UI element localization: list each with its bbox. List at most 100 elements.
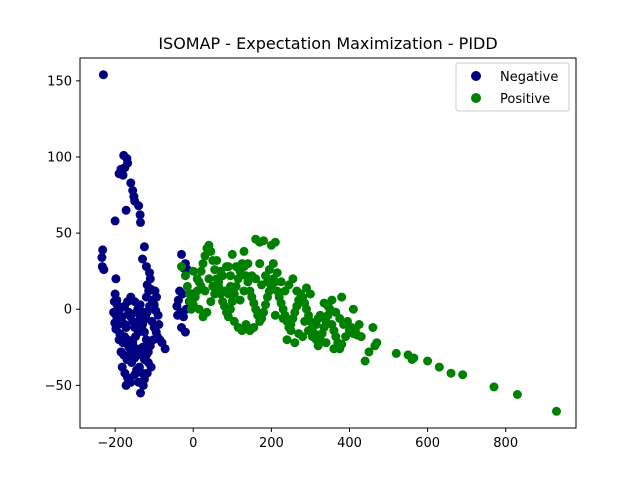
data-point-negative	[160, 344, 170, 354]
legend: Negative Positive	[455, 62, 570, 112]
legend-marker-negative	[471, 71, 481, 81]
data-point-negative	[136, 217, 145, 227]
data-point-positive	[239, 286, 249, 296]
data-point-positive	[208, 281, 218, 291]
y-tick-label: 100	[47, 150, 72, 165]
y-tick-label: 50	[55, 227, 72, 242]
data-point-positive	[255, 237, 265, 247]
data-point-positive	[268, 259, 278, 269]
data-point-positive	[278, 313, 288, 323]
y-tick-label: 150	[47, 74, 72, 89]
data-point-positive	[255, 259, 265, 269]
data-point-positive	[188, 266, 198, 276]
data-point-negative	[136, 388, 145, 398]
data-point-positive	[313, 313, 323, 323]
data-point-positive	[192, 274, 202, 284]
data-point-positive	[196, 266, 206, 276]
y-tick-label: −50	[45, 379, 72, 394]
data-point-positive	[249, 323, 259, 332]
data-point-positive	[177, 262, 186, 272]
data-point-positive	[180, 271, 190, 281]
data-point-positive	[233, 274, 243, 284]
data-point-negative	[123, 158, 133, 168]
x-tick-label: −200	[97, 436, 133, 451]
data-point-negative	[173, 310, 183, 320]
data-point-negative	[180, 327, 190, 337]
data-point-negative	[139, 242, 149, 252]
data-point-positive	[225, 271, 235, 281]
data-point-negative	[126, 178, 136, 188]
legend-label-negative: Negative	[500, 70, 558, 85]
data-point-negative	[110, 216, 120, 226]
data-point-positive	[194, 304, 204, 314]
data-point-positive	[286, 326, 296, 336]
data-point-positive	[409, 353, 419, 363]
data-point-negative	[172, 301, 182, 311]
data-point-negative	[134, 201, 144, 211]
data-point-negative	[121, 205, 131, 215]
data-point-positive	[263, 277, 272, 287]
data-point-positive	[423, 356, 433, 366]
x-tick-label: 800	[493, 436, 518, 451]
data-point-positive	[204, 274, 214, 284]
data-point-positive	[292, 286, 302, 296]
data-point-positive	[337, 339, 347, 349]
data-point-positive	[272, 268, 282, 278]
plot-area	[79, 57, 577, 429]
data-point-positive	[305, 289, 315, 299]
data-point-negative	[135, 300, 145, 310]
data-point-positive	[329, 344, 339, 354]
x-tick-label: 600	[415, 436, 440, 451]
data-point-positive	[446, 368, 456, 378]
data-point-positive	[300, 316, 310, 326]
data-point-positive	[290, 338, 300, 348]
data-point-positive	[276, 277, 286, 287]
data-point-positive	[220, 286, 229, 296]
data-point-negative	[120, 320, 130, 329]
data-point-negative	[117, 312, 127, 322]
data-point-positive	[337, 292, 347, 302]
data-point-positive	[270, 237, 280, 247]
data-point-positive	[202, 307, 212, 317]
data-point-positive	[307, 332, 317, 342]
data-point-negative	[123, 335, 133, 345]
data-point-positive	[360, 356, 370, 366]
data-point-positive	[212, 256, 222, 265]
x-tick-label: 200	[259, 436, 284, 451]
data-point-negative	[175, 286, 185, 296]
data-point-negative	[135, 210, 145, 220]
data-point-positive	[259, 307, 269, 317]
data-point-negative	[139, 327, 149, 337]
data-point-positive	[512, 390, 522, 399]
data-point-negative	[144, 286, 154, 296]
data-point-positive	[216, 266, 226, 276]
data-point-positive	[489, 382, 499, 392]
data-point-positive	[251, 274, 261, 284]
data-point-positive	[368, 323, 378, 332]
legend-label-positive: Positive	[500, 92, 550, 107]
data-point-negative	[177, 249, 186, 259]
data-point-positive	[270, 310, 280, 320]
data-point-negative	[124, 307, 134, 317]
data-point-positive	[227, 249, 237, 259]
data-point-positive	[321, 338, 331, 348]
data-point-positive	[198, 259, 208, 269]
data-point-positive	[364, 347, 374, 357]
data-point-positive	[458, 370, 468, 380]
data-point-negative	[150, 286, 160, 296]
data-point-positive	[391, 348, 401, 358]
data-point-positive	[348, 304, 358, 314]
data-point-positive	[296, 295, 306, 305]
legend-marker-positive	[471, 93, 481, 103]
data-point-negative	[149, 323, 159, 332]
data-point-positive	[356, 332, 366, 342]
x-tick-label: 0	[189, 436, 197, 451]
y-tick-label: 0	[64, 303, 72, 318]
series-positive	[177, 234, 561, 416]
data-point-positive	[227, 297, 237, 307]
data-point-positive	[243, 259, 253, 269]
data-point-negative	[125, 350, 135, 360]
data-point-negative	[111, 274, 121, 284]
chart-title: ISOMAP - Expectation Maximization - PIDD	[158, 34, 497, 53]
